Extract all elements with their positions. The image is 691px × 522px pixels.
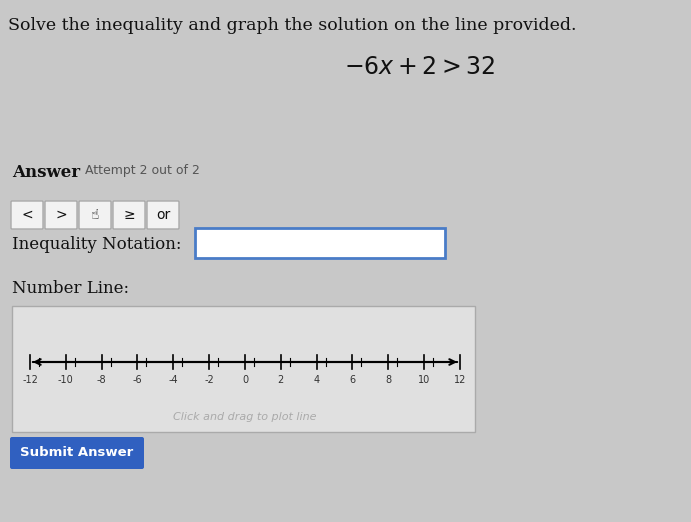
Text: 8: 8 (386, 375, 391, 385)
FancyBboxPatch shape (79, 201, 111, 229)
Text: 4: 4 (314, 375, 320, 385)
Text: or: or (156, 208, 170, 222)
Text: Solve the inequality and graph the solution on the line provided.: Solve the inequality and graph the solut… (8, 17, 576, 34)
Text: 0: 0 (242, 375, 248, 385)
FancyBboxPatch shape (10, 437, 144, 469)
Bar (12, 306, 475, 432)
Text: Attempt 2 out of 2: Attempt 2 out of 2 (85, 164, 200, 177)
Text: -2: -2 (205, 375, 214, 385)
Text: ☝: ☝ (91, 208, 100, 222)
Text: 2: 2 (278, 375, 284, 385)
FancyBboxPatch shape (147, 201, 179, 229)
Text: Answer: Answer (12, 164, 80, 181)
Text: 10: 10 (418, 375, 430, 385)
Text: Click and drag to plot line: Click and drag to plot line (173, 412, 316, 422)
Text: -8: -8 (97, 375, 106, 385)
FancyBboxPatch shape (11, 201, 43, 229)
Text: Inequality Notation:: Inequality Notation: (12, 236, 182, 253)
Text: -6: -6 (133, 375, 142, 385)
FancyBboxPatch shape (113, 201, 145, 229)
Text: Submit Answer: Submit Answer (20, 446, 133, 459)
FancyBboxPatch shape (195, 228, 445, 258)
Text: Number Line:: Number Line: (12, 280, 129, 297)
Text: 12: 12 (454, 375, 466, 385)
FancyBboxPatch shape (45, 201, 77, 229)
Text: -12: -12 (22, 375, 38, 385)
Text: ≥: ≥ (123, 208, 135, 222)
Text: -4: -4 (169, 375, 178, 385)
Text: >: > (55, 208, 67, 222)
Text: $-6x + 2 > 32$: $-6x + 2 > 32$ (344, 55, 495, 78)
Text: -10: -10 (58, 375, 74, 385)
Text: 6: 6 (350, 375, 356, 385)
Text: <: < (21, 208, 32, 222)
